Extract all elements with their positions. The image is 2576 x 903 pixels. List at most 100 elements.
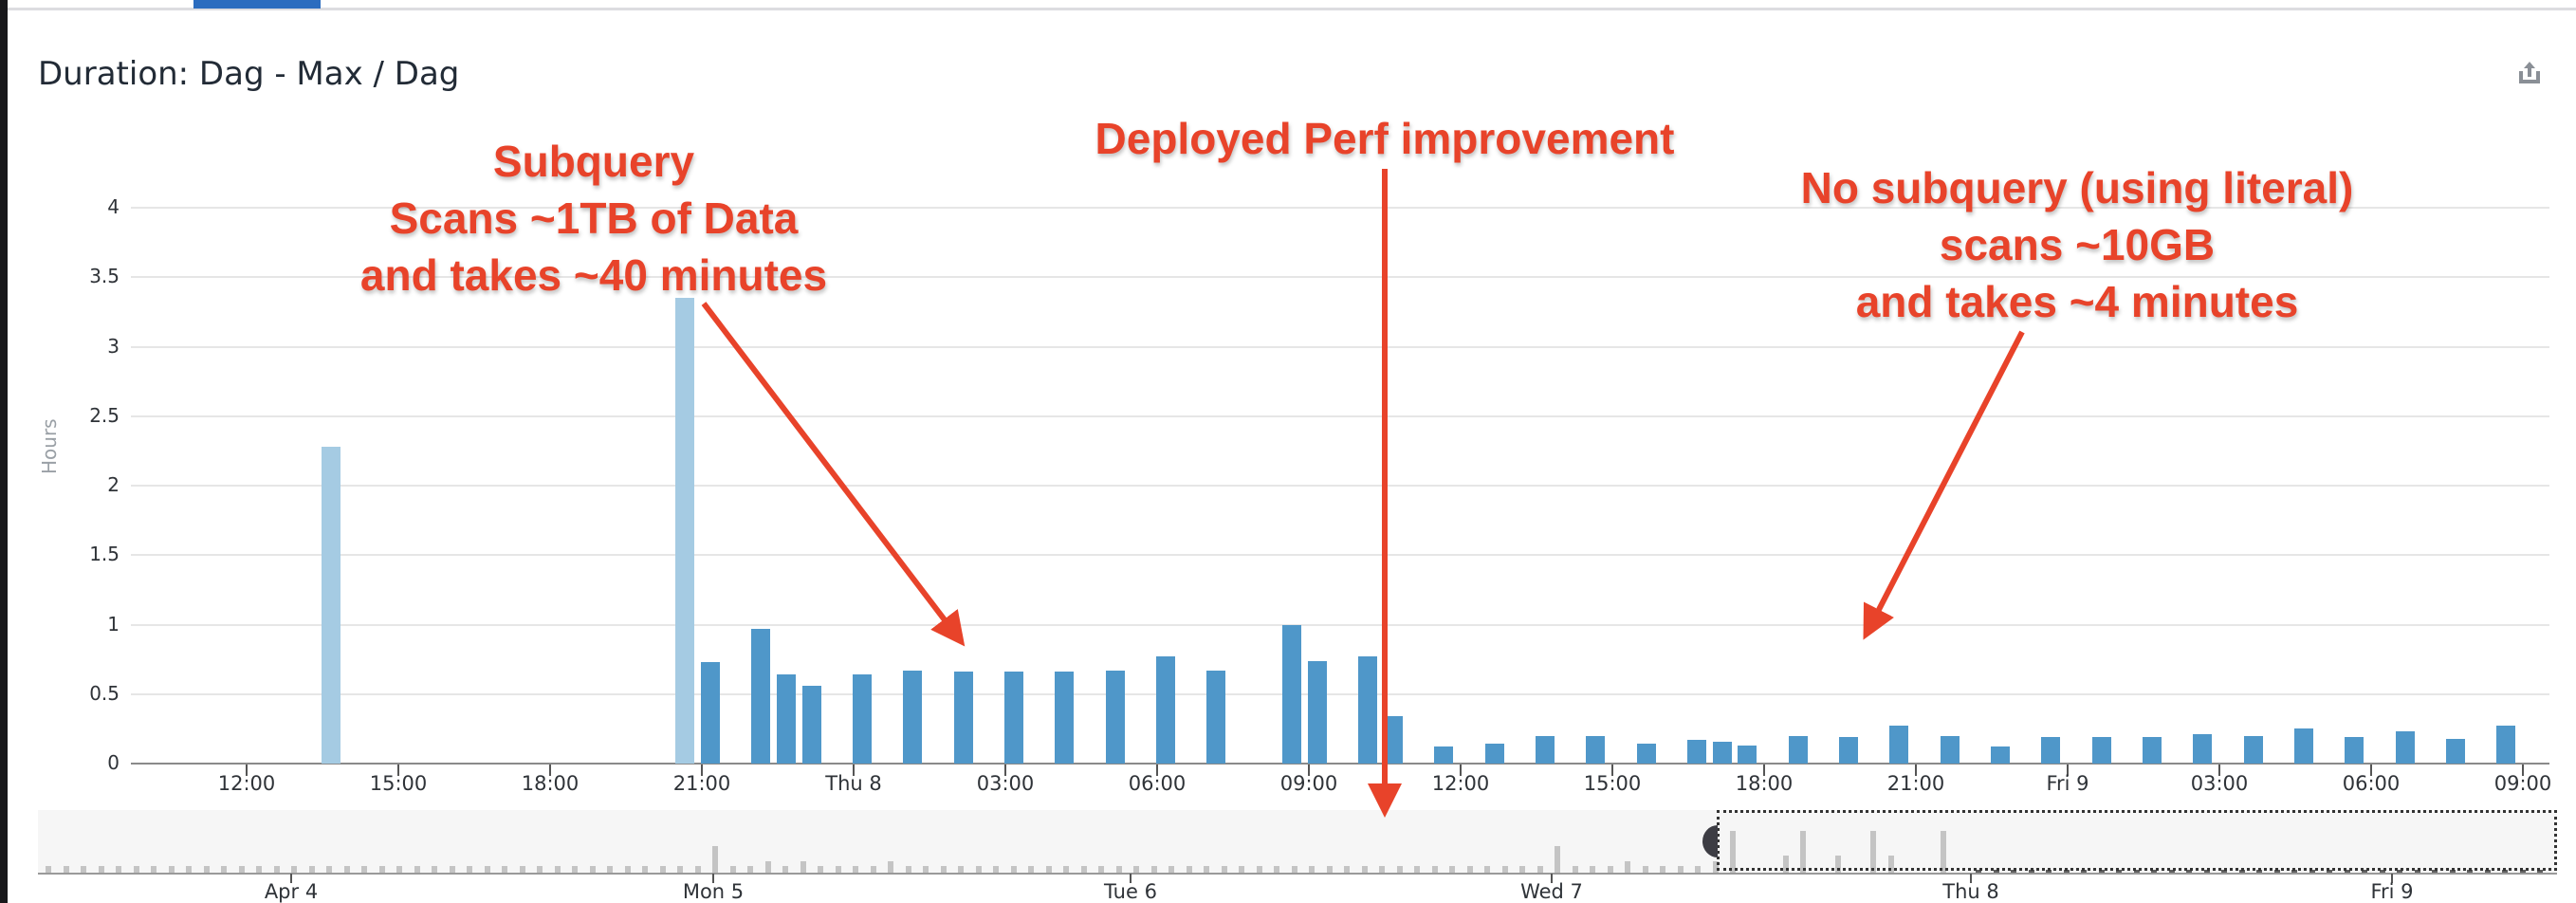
data-bar[interactable] — [2091, 737, 2111, 764]
navigator-mini-bar — [2291, 870, 2297, 873]
navigator-mini-bar — [81, 866, 86, 873]
data-bar[interactable] — [675, 298, 695, 764]
navigator-mini-bar — [1150, 866, 1157, 873]
gridline — [131, 415, 2549, 417]
x-tick — [2370, 765, 2372, 776]
data-bar[interactable] — [751, 628, 771, 764]
data-bar[interactable] — [2446, 739, 2466, 764]
x-tick-label: 09:00 — [2493, 772, 2552, 795]
annotation-line: Deployed Perf improvement — [1095, 114, 1675, 163]
x-tick — [549, 765, 551, 776]
navigator-mini-bar — [467, 866, 472, 873]
x-tick-label: 15:00 — [1583, 772, 1642, 795]
navigator-date-label: Wed 7 — [1520, 880, 1583, 903]
navigator-mini-bar — [888, 861, 893, 873]
gridline — [131, 485, 2549, 487]
navigator-mini-bar — [2238, 870, 2245, 873]
y-tick-label: 3 — [107, 334, 120, 358]
navigator-mini-bar — [782, 866, 788, 873]
data-bar[interactable] — [2294, 728, 2314, 764]
data-bar[interactable] — [1991, 746, 2011, 764]
x-tick — [246, 765, 248, 776]
navigator-mini-bar — [572, 866, 578, 873]
navigator-mini-bar — [1379, 866, 1385, 873]
y-tick-label: 0 — [107, 751, 120, 774]
navigator-mini-bar — [2028, 870, 2034, 873]
data-bar[interactable] — [1004, 672, 1023, 764]
x-tick-label: 06:00 — [2342, 772, 2401, 795]
x-tick-label: 12:00 — [1431, 772, 1490, 795]
data-bar[interactable] — [1536, 735, 1555, 764]
data-bar[interactable] — [2496, 726, 2516, 764]
data-bar[interactable] — [1738, 745, 1757, 764]
navigator-tick — [290, 874, 292, 883]
data-bar[interactable] — [903, 670, 923, 764]
navigator-mini-bar — [361, 866, 367, 873]
data-bar[interactable] — [1358, 656, 1378, 764]
data-bar[interactable] — [1586, 735, 1606, 764]
data-bar[interactable] — [2395, 731, 2415, 764]
navigator-mini-bar — [519, 866, 525, 873]
navigator-mini-bar — [343, 866, 350, 873]
data-bar[interactable] — [953, 672, 973, 764]
data-bar[interactable] — [1156, 656, 1175, 764]
data-bar[interactable] — [1434, 746, 1454, 764]
navigator-mini-bar — [818, 866, 823, 873]
navigator-mini-bar — [1712, 861, 1719, 873]
x-tick — [1763, 765, 1765, 776]
window-left-border — [0, 0, 8, 903]
data-bar[interactable] — [322, 446, 340, 764]
navigator-mini-bar — [659, 866, 666, 873]
data-bar[interactable] — [2041, 737, 2061, 764]
annotation-line: scans ~10GB — [1939, 220, 2216, 269]
data-bar[interactable] — [1940, 735, 1960, 764]
data-bar[interactable] — [853, 673, 872, 764]
data-bar[interactable] — [1055, 672, 1075, 764]
active-tab-indicator[interactable] — [193, 0, 321, 9]
x-tick-label: 21:00 — [1886, 772, 1945, 795]
data-bar[interactable] — [701, 662, 720, 764]
data-bar[interactable] — [1839, 737, 1859, 764]
navigator-mini-bar — [2098, 870, 2105, 873]
navigator-mini-bar — [729, 866, 736, 873]
data-bar[interactable] — [1282, 624, 1302, 764]
share-export-icon[interactable] — [2515, 59, 2544, 87]
navigator-background[interactable] — [38, 810, 2557, 874]
data-bar[interactable] — [801, 685, 821, 764]
navigator-mini-bar — [98, 866, 104, 873]
x-tick — [1004, 765, 1006, 776]
data-bar[interactable] — [777, 673, 796, 764]
data-bar[interactable] — [1484, 743, 1504, 764]
data-bar[interactable] — [1712, 741, 1732, 764]
navigator-mini-bar — [1976, 870, 1981, 873]
navigator-mini-bar — [414, 866, 420, 873]
navigator-mini-bar — [2081, 870, 2087, 873]
data-bar[interactable] — [1105, 670, 1125, 764]
navigator-mini-bar — [940, 866, 947, 873]
navigator-selection[interactable] — [1717, 810, 2557, 871]
data-bar[interactable] — [1636, 743, 1656, 764]
navigator-date-label: Tue 6 — [1104, 880, 1157, 903]
annotation-line: No subquery (using literal) — [1800, 163, 2354, 212]
x-tick-label: Fri 9 — [2046, 772, 2089, 795]
navigator-drag-handle[interactable] — [1702, 825, 1718, 857]
data-bar[interactable] — [1889, 726, 1909, 764]
data-bar[interactable] — [1788, 735, 1808, 764]
data-bar[interactable] — [1384, 716, 1403, 764]
navigator-mini-bar — [764, 861, 771, 873]
navigator-mini-bar — [1642, 866, 1648, 873]
data-bar[interactable] — [1308, 660, 1327, 764]
x-tick — [1611, 765, 1613, 776]
navigator-mini-bar — [308, 866, 315, 873]
data-bar[interactable] — [1206, 670, 1226, 764]
navigator-mini-bar — [1993, 870, 1999, 873]
navigator-mini-bar — [1677, 866, 1684, 873]
data-bar[interactable] — [2345, 737, 2364, 764]
data-bar[interactable] — [1687, 740, 1707, 764]
gridline — [131, 692, 2549, 695]
navigator-mini-bar — [1466, 866, 1473, 873]
navigator-mini-bar — [1344, 866, 1350, 873]
data-bar[interactable] — [2193, 733, 2213, 764]
data-bar[interactable] — [2243, 735, 2263, 764]
data-bar[interactable] — [2143, 737, 2162, 764]
